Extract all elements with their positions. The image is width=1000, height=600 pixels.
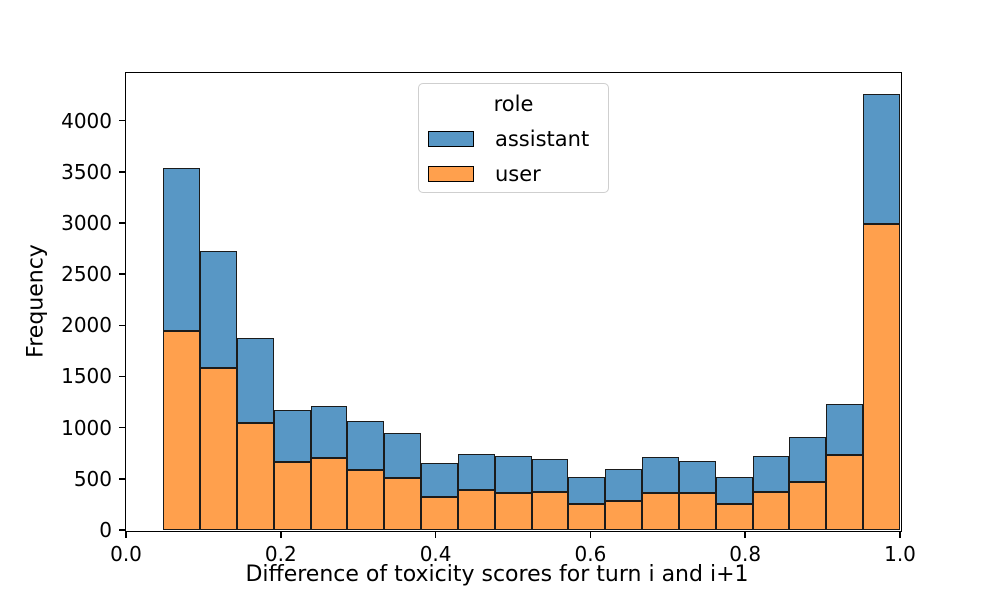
bar-segment-assistant	[642, 457, 679, 494]
y-tick-label: 3000	[61, 210, 112, 235]
bar-segment-user	[347, 469, 385, 530]
y-tick-mark	[118, 222, 126, 224]
bar-segment-user	[605, 500, 643, 530]
bar-segment-user	[310, 458, 348, 530]
y-tick-label: 3500	[61, 159, 112, 184]
bar-segment-user	[531, 491, 569, 530]
bar-segment-assistant	[163, 167, 200, 332]
y-tick-label: 4000	[61, 108, 112, 133]
legend-item-user: user	[427, 161, 541, 186]
bar-segment-assistant	[384, 433, 422, 478]
x-tick-label: 0.0	[110, 542, 142, 566]
legend-item-label: user	[495, 161, 541, 186]
bar-segment-user	[457, 490, 495, 530]
x-tick-mark	[125, 530, 127, 538]
y-tick-mark	[118, 273, 126, 275]
bar-segment-assistant	[863, 93, 900, 224]
bar-segment-assistant	[531, 459, 569, 492]
bar-segment-assistant	[421, 463, 458, 498]
y-tick-label: 2000	[61, 313, 112, 338]
y-tick-mark	[118, 171, 126, 173]
bar-segment-user	[715, 503, 753, 530]
y-tick-label: 1000	[61, 415, 112, 440]
y-tick-label: 500	[73, 466, 112, 491]
y-tick-mark	[118, 119, 126, 122]
legend-item-assistant: assistant	[427, 126, 590, 151]
bar-segment-assistant	[199, 250, 237, 369]
y-tick-label: 0	[99, 518, 112, 542]
bar-segment-user	[752, 491, 790, 530]
x-tick-mark	[744, 530, 746, 538]
legend-title: role	[493, 92, 534, 116]
bar-segment-assistant	[678, 461, 716, 494]
bar-segment-assistant	[789, 437, 827, 482]
bar-segment-user	[678, 493, 716, 530]
bar-segment-assistant	[494, 456, 532, 494]
y-tick-mark	[118, 426, 126, 429]
bar-segment-assistant	[457, 454, 495, 491]
x-tick-label: 0.2	[264, 542, 297, 566]
y-tick-mark	[118, 478, 126, 480]
bar-segment-assistant	[605, 469, 643, 501]
x-tick-label: 0.4	[419, 542, 452, 566]
bar-segment-user	[863, 223, 900, 530]
y-axis-label: Frequency	[23, 244, 49, 358]
y-tick-mark	[118, 324, 126, 327]
x-tick-label: 0.6	[574, 542, 607, 566]
x-axis-label: Difference of toxicity scores for turn i…	[245, 562, 749, 587]
assistant-color-swatch	[427, 130, 474, 148]
x-tick-mark	[434, 530, 437, 538]
bar-segment-assistant	[826, 404, 864, 455]
bar-segment-user	[236, 422, 274, 530]
bar-segment-assistant	[568, 476, 606, 504]
user-color-swatch	[427, 165, 474, 183]
x-tick-mark	[589, 530, 592, 538]
bar-segment-assistant	[715, 476, 753, 504]
x-tick-label: 1.0	[884, 542, 916, 566]
bar-segment-user	[163, 331, 200, 530]
x-tick-mark	[899, 530, 901, 538]
y-tick-label: 2500	[61, 262, 112, 287]
bar-segment-user	[199, 368, 237, 530]
bar-segment-user	[789, 481, 827, 530]
legend: role assistant user	[418, 83, 609, 193]
y-tick-mark	[118, 375, 126, 378]
bar-segment-assistant	[752, 456, 790, 492]
bar-segment-user	[494, 493, 532, 530]
bar-segment-user	[421, 497, 458, 530]
x-tick-mark	[280, 530, 282, 538]
bar-segment-assistant	[236, 337, 274, 423]
x-tick-label: 0.8	[729, 542, 762, 566]
bar-segment-user	[826, 454, 864, 530]
bar-segment-user	[384, 477, 422, 530]
bar-segment-assistant	[347, 421, 385, 470]
y-tick-mark	[118, 529, 126, 531]
bar-segment-user	[568, 503, 606, 530]
bar-segment-assistant	[310, 406, 348, 459]
bar-segment-assistant	[273, 409, 311, 463]
bar-segment-user	[642, 493, 679, 530]
bar-segment-user	[273, 462, 311, 530]
y-tick-label: 1500	[61, 364, 112, 389]
legend-item-label: assistant	[495, 126, 590, 151]
